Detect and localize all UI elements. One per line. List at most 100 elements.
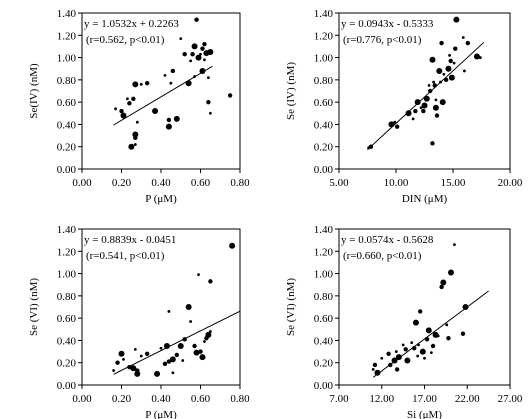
regression-equation: y = 0.8839x - 0.0451 xyxy=(84,234,176,246)
data-point xyxy=(135,120,139,124)
data-point xyxy=(128,143,135,150)
regression-equation: y = 0.0943x - 0.5333 xyxy=(341,18,434,30)
x-tick-label: 0.00 xyxy=(72,393,92,405)
data-point xyxy=(388,121,395,128)
panel-se-vi-vs-si: Se (VI) (nM) Si (μM) 0.00 0.20 0.40 0.60 0.8… xyxy=(285,224,523,419)
data-point xyxy=(368,144,374,149)
data-point xyxy=(421,102,428,109)
data-point xyxy=(423,356,426,360)
data-point xyxy=(193,349,200,356)
data-point xyxy=(393,120,397,124)
data-point xyxy=(473,53,480,60)
data-point xyxy=(372,362,378,368)
data-point xyxy=(430,343,436,349)
y-tick-label: 0.20 xyxy=(314,142,334,154)
y-tick-label: 0.20 xyxy=(57,358,77,370)
data-point xyxy=(169,81,173,85)
data-point xyxy=(122,357,125,361)
data-point xyxy=(199,354,206,361)
data-point xyxy=(436,67,443,74)
data-point xyxy=(191,43,198,50)
data-point xyxy=(428,88,433,94)
data-point xyxy=(418,309,423,314)
data-point xyxy=(412,346,417,351)
data-point xyxy=(169,356,176,363)
data-point xyxy=(190,52,195,57)
data-point xyxy=(424,337,430,342)
data-point xyxy=(154,370,161,377)
data-point xyxy=(416,354,420,358)
data-point xyxy=(446,336,451,341)
regression-equation: y = 1.0532x + 0.2263 xyxy=(84,18,179,30)
data-point xyxy=(181,359,185,362)
data-point xyxy=(448,58,453,64)
data-point xyxy=(380,356,384,360)
regression-line xyxy=(113,65,213,126)
data-point xyxy=(478,56,482,59)
data-point xyxy=(430,141,435,146)
x-tick-label: 0.00 xyxy=(72,177,92,189)
data-point xyxy=(453,16,460,23)
data-point xyxy=(133,347,137,351)
data-point xyxy=(445,323,449,327)
data-point xyxy=(130,365,137,372)
data-point xyxy=(453,243,456,247)
data-point xyxy=(194,17,199,22)
y-tick-label: 1.20 xyxy=(314,30,334,42)
y-tick-label: 0.00 xyxy=(57,164,77,176)
plot-frame xyxy=(338,12,511,170)
y-tick-label: 0.80 xyxy=(57,75,77,87)
data-point xyxy=(112,369,115,372)
data-point xyxy=(460,331,466,336)
regression-equation: y = 0.0574x - 0.5628 xyxy=(341,234,434,246)
data-point xyxy=(421,108,426,114)
x-tick-label: 0.20 xyxy=(112,393,132,405)
data-point xyxy=(126,97,129,101)
y-tick-label: 0.80 xyxy=(57,291,77,303)
x-tick-label: 0.80 xyxy=(230,177,250,189)
data-point xyxy=(432,83,437,88)
x-tick-label: 7.00 xyxy=(329,393,349,405)
y-tick-label: 0.60 xyxy=(314,313,334,325)
data-point xyxy=(185,304,192,310)
data-point xyxy=(127,101,132,106)
y-tick-label: 0.20 xyxy=(57,142,77,154)
regression-stats: (r=0.541, p<0.01) xyxy=(86,250,165,262)
data-point xyxy=(133,143,137,146)
data-point xyxy=(199,67,206,74)
y-tick-label: 0.00 xyxy=(314,164,334,176)
data-point xyxy=(132,81,139,88)
data-point xyxy=(198,349,203,354)
data-point xyxy=(207,49,214,55)
data-point xyxy=(394,350,398,353)
data-point xyxy=(177,343,184,349)
data-point xyxy=(386,351,391,356)
data-point xyxy=(119,108,124,114)
regression-line xyxy=(113,310,241,375)
data-point xyxy=(442,72,446,76)
x-tick-label: 0.80 xyxy=(230,393,250,405)
data-point xyxy=(114,107,117,111)
x-tick-label: 17.00 xyxy=(412,393,437,405)
data-point xyxy=(132,131,139,138)
data-point xyxy=(453,46,458,51)
data-point xyxy=(436,334,440,338)
data-point xyxy=(200,46,205,51)
data-point xyxy=(429,351,433,355)
data-point xyxy=(185,80,192,87)
data-point xyxy=(434,113,440,118)
y-tick-label: 0.40 xyxy=(314,335,334,347)
x-tick-label: 5.00 xyxy=(329,177,349,189)
data-point xyxy=(371,368,375,371)
y-axis-label: Se(IV) (nM) xyxy=(28,63,40,119)
data-point xyxy=(227,93,233,98)
data-point xyxy=(448,269,455,276)
data-point xyxy=(432,104,439,111)
data-point xyxy=(179,37,183,41)
data-point xyxy=(202,42,207,47)
y-tick-label: 0.60 xyxy=(57,313,77,325)
data-point xyxy=(403,347,408,352)
data-point xyxy=(410,341,414,345)
data-point xyxy=(182,52,187,57)
data-point xyxy=(440,279,447,286)
